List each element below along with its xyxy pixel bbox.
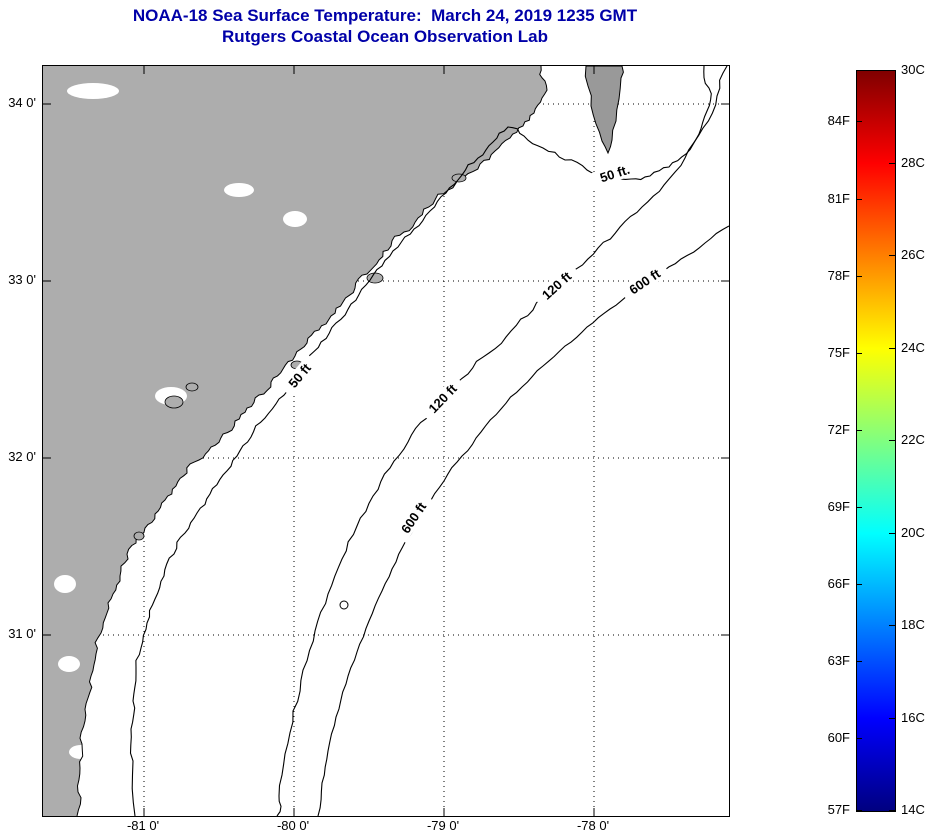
colorbar-celsius-label: 24C bbox=[901, 339, 925, 355]
colorbar-tick bbox=[889, 810, 895, 811]
colorbar-tick bbox=[889, 255, 895, 256]
colorbar-fahrenheit-label: 75F bbox=[827, 344, 850, 360]
cloud-mask bbox=[91, 800, 111, 812]
map-frame: 50 ft. 120 ft 600 ft 50 ft 120 ft 600 ft bbox=[42, 65, 730, 817]
colorbar-fahrenheit-label: 57F bbox=[827, 802, 850, 817]
colorbar-tick bbox=[857, 810, 862, 811]
y-axis-tick-label: 31 0' bbox=[8, 626, 36, 641]
colorbar-celsius-label: 28C bbox=[901, 154, 925, 170]
x-axis-tick-label: -78 0' bbox=[576, 818, 610, 832]
colorbar-tick bbox=[889, 440, 895, 441]
cloud-mask bbox=[54, 575, 76, 593]
colorbar-celsius-label: 30C bbox=[901, 62, 925, 77]
cloud-mask bbox=[67, 83, 119, 99]
cloud-mask bbox=[224, 183, 254, 197]
island bbox=[133, 531, 145, 541]
contour-label: 50 ft. bbox=[598, 162, 631, 186]
island bbox=[164, 395, 184, 409]
colorbar-celsius-label: 26C bbox=[901, 247, 925, 262]
colorbar-tick bbox=[889, 347, 895, 349]
cloud-mask bbox=[283, 211, 307, 227]
colorbar-tick bbox=[857, 429, 862, 431]
temperature-colorbar bbox=[856, 70, 896, 812]
map-title: NOAA-18 Sea Surface Temperature: March 2… bbox=[132, 6, 638, 25]
colorbar-tick bbox=[857, 352, 862, 354]
colorbar-fahrenheit-label: 72F bbox=[827, 421, 850, 437]
cloud-mask bbox=[58, 656, 80, 672]
contour-label-group: 120 ft bbox=[419, 375, 466, 422]
colorbar-fahrenheit-label: 60F bbox=[827, 730, 850, 746]
contour-label-group: 600 ft bbox=[619, 261, 670, 302]
colorbar-tick bbox=[857, 506, 862, 508]
cloud-mask bbox=[69, 745, 93, 759]
colorbar-celsius-label: 16C bbox=[901, 709, 925, 725]
colorbar-celsius-label: 20C bbox=[901, 524, 925, 540]
y-axis-tick-label: 32 0' bbox=[8, 449, 36, 464]
colorbar-fahrenheit-label: 66F bbox=[827, 575, 850, 591]
colorbar-tick bbox=[857, 583, 862, 585]
colorbar-celsius-label: 14C bbox=[901, 802, 925, 817]
colorbar-celsius-label: 22C bbox=[901, 432, 925, 447]
land-mass bbox=[43, 66, 547, 816]
colorbar-fahrenheit-label: 69F bbox=[827, 498, 850, 514]
colorbar-tick bbox=[889, 532, 895, 534]
colorbar-tick bbox=[857, 661, 862, 663]
colorbar-tick bbox=[889, 162, 895, 164]
depth-contour-600ft bbox=[317, 225, 729, 816]
colorbar-tick bbox=[857, 275, 862, 277]
colorbar-tick bbox=[889, 625, 895, 626]
contour-label-group: 120 ft bbox=[532, 263, 581, 309]
map-subtitle: Rutgers Coastal Ocean Observation Lab bbox=[222, 27, 548, 46]
colorbar-fahrenheit-label: 78F bbox=[827, 267, 850, 283]
x-axis-tick-label: -80 0' bbox=[276, 818, 310, 832]
colorbar-fahrenheit-label: 63F bbox=[827, 653, 850, 669]
y-axis-tick-label: 34 0' bbox=[8, 95, 36, 110]
x-axis-tick-label: -81 0' bbox=[126, 818, 160, 832]
colorbar-tick bbox=[857, 121, 862, 123]
contour-label-group: 50 ft. bbox=[588, 158, 642, 189]
colorbar-tick bbox=[889, 717, 895, 719]
colorbar-tick bbox=[889, 70, 895, 71]
closed-contour-ring bbox=[339, 600, 349, 610]
colorbar-tick bbox=[857, 198, 862, 200]
title-block: NOAA-18 Sea Surface Temperature: March 2… bbox=[42, 5, 728, 47]
contour-label-group: 600 ft bbox=[393, 492, 434, 543]
colorbar-fahrenheit-label: 84F bbox=[827, 113, 850, 129]
colorbar-fahrenheit-label: 81F bbox=[827, 190, 850, 206]
cape-fear-landmass bbox=[584, 66, 624, 155]
colorbar-tick bbox=[857, 738, 862, 740]
x-axis-tick-label: -79 0' bbox=[426, 818, 460, 832]
island bbox=[185, 382, 199, 392]
y-axis-tick-label: 33 0' bbox=[8, 272, 36, 287]
colorbar-celsius-label: 18C bbox=[901, 617, 925, 632]
